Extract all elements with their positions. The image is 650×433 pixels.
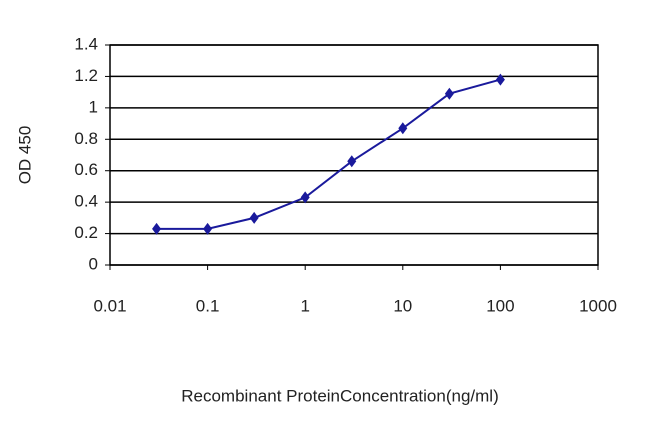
x-tick-label: 1 — [300, 296, 309, 315]
x-tick-label: 0.1 — [196, 296, 220, 315]
data-point — [249, 211, 259, 224]
data-point — [495, 73, 505, 86]
data-point — [398, 122, 408, 135]
data-point — [444, 87, 454, 100]
data-line — [156, 78, 501, 230]
x-tick-label: 1000 — [579, 296, 617, 315]
data-point — [203, 222, 213, 235]
y-axis-label: OD 450 — [15, 126, 34, 185]
x-tick-label: 0.01 — [93, 296, 126, 315]
plot-frame — [109, 44, 599, 266]
data-point — [152, 222, 162, 235]
y-tick-label: 0 — [89, 254, 98, 273]
y-tick-label: 1.2 — [74, 66, 98, 85]
y-tick-label: 1.4 — [74, 34, 98, 53]
y-tick-label: 0.2 — [74, 223, 98, 242]
data-point — [347, 155, 357, 168]
x-tick-label: 10 — [393, 296, 412, 315]
y-tick-label: 0.6 — [74, 160, 98, 179]
y-tick-label: 1 — [89, 97, 98, 116]
y-tick-label: 0.8 — [74, 129, 98, 148]
data-point — [300, 191, 310, 204]
x-axis-label: Recombinant ProteinConcentration(ng/ml) — [181, 386, 499, 405]
x-tick-label: 100 — [486, 296, 514, 315]
y-tick-label: 0.4 — [74, 192, 98, 211]
